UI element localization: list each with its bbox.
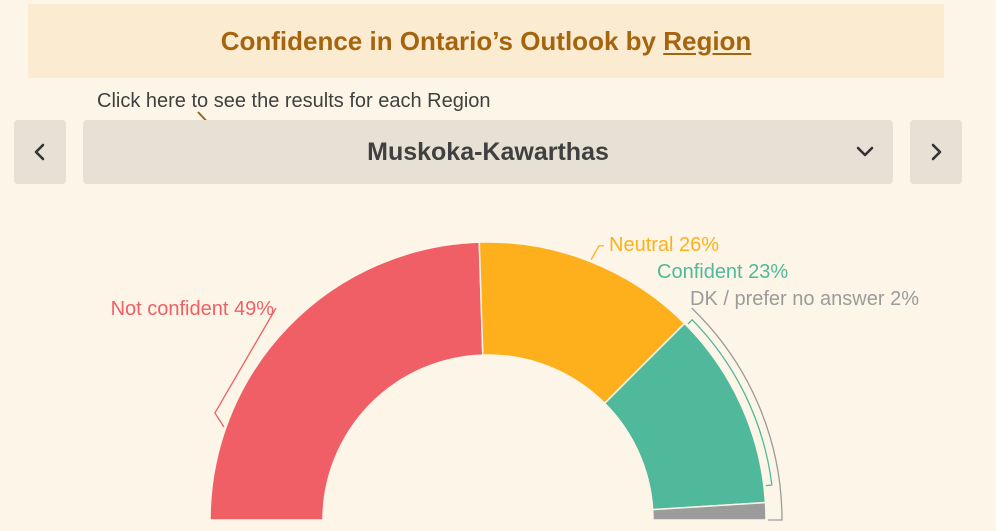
page-title: Confidence in Ontario’s Outlook by Regio…	[221, 26, 752, 57]
chevron-right-icon	[931, 143, 942, 161]
leader-not-confident	[214, 307, 277, 428]
region-link[interactable]: Region	[663, 25, 752, 56]
label-dk: DK / prefer no answer 2%	[690, 288, 919, 310]
region-dropdown[interactable]: Muskoka-Kawarthas	[83, 120, 893, 184]
label-not-confident: Not confident 49%	[111, 298, 275, 320]
confidence-gauge-chart: Not confident 49% Neutral 26% Confident 23…	[111, 234, 919, 521]
title-prefix: Confidence in Ontario’s Outlook by	[220, 25, 664, 56]
chevron-down-icon	[856, 146, 874, 157]
title-banner: Confidence in Ontario’s Outlook by Regio…	[28, 4, 944, 78]
label-confident: Confident 23%	[657, 261, 788, 283]
slice-not-confident	[209, 241, 484, 521]
selected-region: Muskoka-Kawarthas	[367, 137, 609, 166]
selector-hint: Click here to see the results for each R…	[97, 90, 491, 112]
bracket-confident	[687, 318, 773, 487]
slice-dk	[651, 501, 767, 521]
bracket-dk	[691, 307, 783, 521]
label-neutral: Neutral 26%	[609, 234, 719, 256]
chevron-left-icon	[34, 143, 45, 161]
previous-region-button[interactable]	[14, 120, 66, 184]
next-region-button[interactable]	[910, 120, 962, 184]
leader-neutral	[590, 244, 605, 260]
